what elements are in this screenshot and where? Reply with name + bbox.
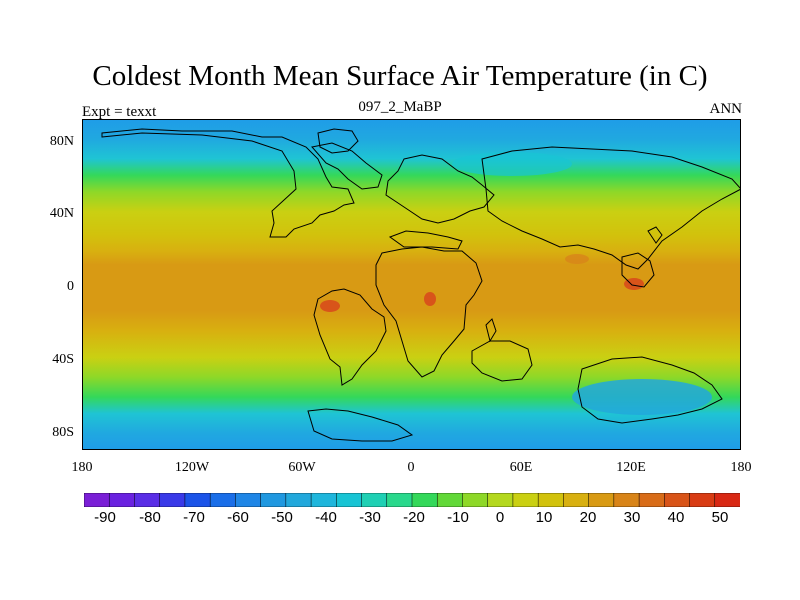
colorbar-label: 30 <box>623 509 641 526</box>
colorbar-swatch <box>336 493 363 507</box>
warm-spot-south-america <box>320 300 340 312</box>
colorbar <box>84 493 740 507</box>
colorbar-swatch <box>714 493 740 507</box>
colorbar-label: 10 <box>535 509 553 526</box>
colorbar-swatch <box>689 493 716 507</box>
colorbar-swatch <box>411 493 438 507</box>
antarctica-outline <box>577 356 723 424</box>
colorbar-swatch <box>613 493 640 507</box>
colorbar-swatch <box>361 493 388 507</box>
colorbar-swatch <box>108 493 136 507</box>
colorbar-label: 20 <box>579 509 597 526</box>
experiment-label: Expt = texxt <box>82 104 157 120</box>
colorbar-label: -10 <box>447 509 469 526</box>
colorbar-swatch <box>664 493 691 507</box>
antarctic-peninsula-outline <box>307 408 414 442</box>
colorbar-swatch <box>487 493 514 507</box>
plot-title: Coldest Month Mean Surface Air Temperatu… <box>92 60 708 92</box>
colorbar-label: -60 <box>227 509 249 526</box>
north-america-outline <box>101 128 355 238</box>
lon-label-60e: 60E <box>509 460 533 475</box>
colorbar-swatch <box>235 493 262 507</box>
asia-outline <box>481 146 741 270</box>
continent-outlines <box>101 128 741 442</box>
lat-label-eq: 0 <box>67 279 74 294</box>
colorbar-swatch <box>386 493 413 507</box>
colorbar-swatch <box>436 493 464 507</box>
colorbar-swatch <box>563 493 590 507</box>
lon-label-120w: 120W <box>174 460 210 475</box>
colorbar-swatch <box>512 493 539 507</box>
lon-label-60w: 60W <box>288 460 316 475</box>
colorbar-label: -20 <box>403 509 425 526</box>
colorbar-swatch <box>159 493 186 507</box>
colorbar-swatch <box>134 493 161 507</box>
lon-label-120e: 120E <box>616 460 646 475</box>
colorbar-swatch <box>537 493 564 507</box>
warm-spot-southeast-asia <box>624 278 644 290</box>
colorbar-label: -50 <box>271 509 293 526</box>
colorbar-swatch <box>184 493 211 507</box>
lat-label-80n: 80N <box>49 134 74 149</box>
colorbar-label: 40 <box>667 509 685 526</box>
lon-label-0: 0 <box>407 460 415 475</box>
japan-outline <box>647 226 663 244</box>
warm-spot-africa <box>424 292 436 306</box>
season-label: ANN <box>709 101 743 117</box>
temperature-map <box>82 119 741 450</box>
map-frame <box>82 119 741 450</box>
colorbar-label: 0 <box>495 509 505 526</box>
madagascar-outline <box>485 318 497 343</box>
colorbar-swatch <box>209 493 236 507</box>
warm-spot-asia <box>565 254 589 264</box>
lat-label-80s: 80S <box>52 425 74 440</box>
africa-outline <box>375 246 483 378</box>
colorbar-swatch <box>84 493 110 507</box>
colorbar-swatch <box>462 493 489 507</box>
lat-label-40n: 40N <box>49 206 74 221</box>
colorbar-label: -90 <box>94 509 116 526</box>
cold-spot-north <box>452 152 572 176</box>
colorbar-swatch <box>588 493 615 507</box>
greenland-outline <box>317 128 359 154</box>
europe-outline <box>385 154 495 224</box>
colorbar-swatch <box>310 493 337 507</box>
cold-spot-antarctica <box>572 379 712 415</box>
lon-label-180w: 180 <box>71 460 93 475</box>
lon-label-180e: 180 <box>730 460 752 475</box>
africa-north-coast <box>388 230 463 250</box>
time-label: 097_2_MaBP <box>358 99 442 115</box>
australia-outline <box>471 340 533 382</box>
asia-southeast-peninsula <box>621 252 655 288</box>
colorbar-swatch <box>285 493 312 507</box>
colorbar-label: -80 <box>139 509 161 526</box>
colorbar-label: 50 <box>711 509 729 526</box>
colorbar-label: -70 <box>183 509 205 526</box>
lat-label-40s: 40S <box>52 352 74 367</box>
south-america-outline <box>313 288 387 386</box>
colorbar-label: -30 <box>359 509 381 526</box>
colorbar-label: -40 <box>315 509 337 526</box>
colorbar-swatch <box>638 493 665 507</box>
north-america-arctic-islands <box>311 142 383 190</box>
colorbar-swatch <box>260 493 287 507</box>
